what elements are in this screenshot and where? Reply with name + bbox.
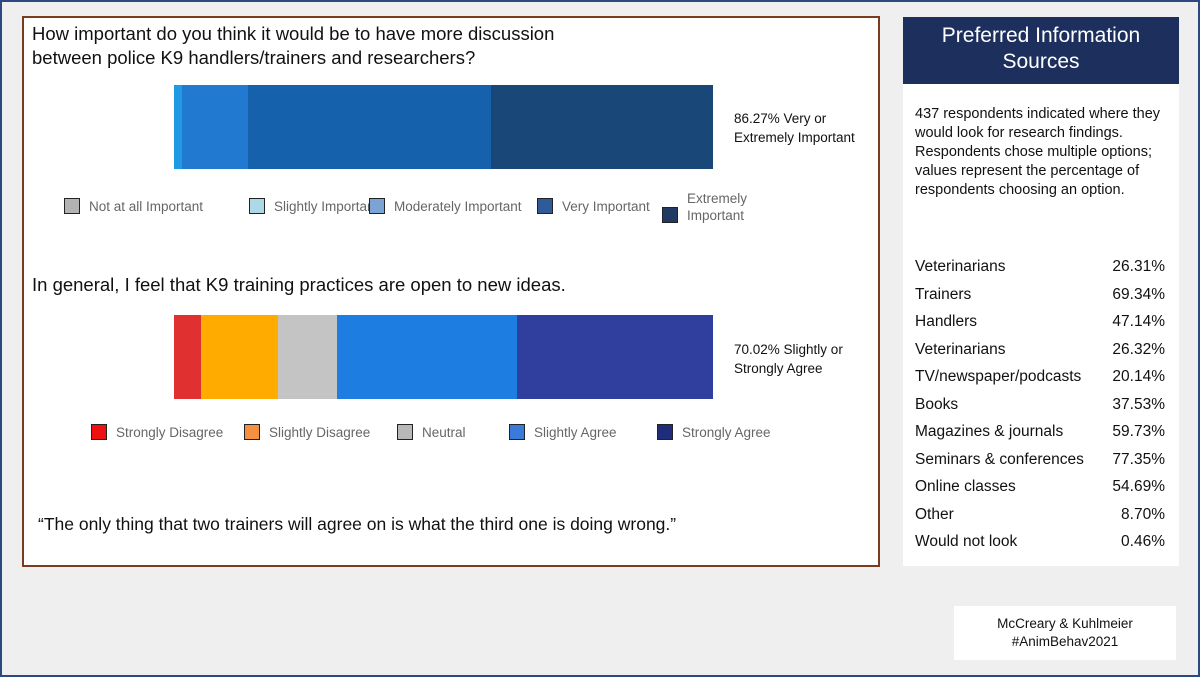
q2-title: In general, I feel that K9 training prac… xyxy=(32,274,566,295)
source-row: Veterinarians 26.31% xyxy=(915,258,1165,276)
quote-text: “The only thing that two trainers will a… xyxy=(38,514,677,534)
legend-label: Moderately Important xyxy=(394,198,522,214)
legend-strongly-agree: Strongly Agree xyxy=(657,424,771,440)
survey-card: How important do you think it would be t… xyxy=(22,16,880,567)
panel-description: 437 respondents indicated where they wou… xyxy=(915,106,1161,198)
bar-segment-slightly-important xyxy=(174,85,183,169)
source-value: 20.14% xyxy=(1112,368,1165,385)
swatch xyxy=(64,198,80,214)
q2-note-line2: Strongly Agree xyxy=(734,361,823,376)
source-label: Trainers xyxy=(915,285,972,303)
swatch xyxy=(91,424,107,440)
source-label: Seminars & conferences xyxy=(915,450,1084,468)
source-row: Handlers 47.14% xyxy=(915,313,1165,331)
legend-label: Extremely Important xyxy=(687,190,747,224)
legend-very-important: Very Important xyxy=(537,198,650,214)
bar-segment-extremely-important xyxy=(491,85,713,169)
legend-strongly-disagree: Strongly Disagree xyxy=(91,424,223,440)
source-value: 77.35% xyxy=(1112,450,1165,468)
swatch xyxy=(662,207,678,223)
legend-label: Slightly Disagree xyxy=(269,424,371,440)
q1-stacked-bar xyxy=(174,85,713,169)
source-row: TV/newspaper/podcasts 20.14% xyxy=(915,368,1165,386)
swatch xyxy=(369,198,385,214)
bar-segment-moderately-important xyxy=(182,85,248,169)
source-row: Online classes 54.69% xyxy=(915,478,1165,496)
source-value: 37.53% xyxy=(1112,395,1165,413)
legend-label: Neutral xyxy=(422,424,466,440)
swatch xyxy=(397,424,413,440)
bar-segment-slightly-disagree xyxy=(200,315,278,399)
source-label: Magazines & journals xyxy=(915,423,1064,440)
q1-title: How important do you think it would be t… xyxy=(32,22,554,70)
source-value: 8.70% xyxy=(1121,505,1165,523)
legend-label: Slightly Agree xyxy=(534,424,617,440)
source-row: Veterinarians 26.32% xyxy=(915,341,1165,359)
panel-title: Preferred Information Sources xyxy=(903,17,1179,84)
legend-extremely-important: Extremely Important xyxy=(662,191,747,232)
source-value: 26.31% xyxy=(1112,258,1165,275)
source-label: TV/newspaper/podcasts xyxy=(915,368,1082,385)
source-label: Other xyxy=(915,505,954,523)
source-row: Other 8.70% xyxy=(915,506,1165,524)
source-label: Veterinarians xyxy=(915,340,1006,358)
legend-label: Strongly Agree xyxy=(682,424,771,440)
q2-annotation: 70.02% Slightly or Strongly Agree xyxy=(734,340,843,378)
source-value: 59.73% xyxy=(1112,423,1165,440)
panel-title-line1: Preferred Information xyxy=(941,24,1141,47)
source-value: 47.14% xyxy=(1112,313,1165,330)
legend-label: Slightly Important xyxy=(274,198,379,214)
swatch xyxy=(657,424,673,440)
source-row: Trainers 69.34% xyxy=(915,286,1165,304)
q1-note-line1: 86.27% Very or xyxy=(734,111,827,126)
legend-label-line1: Extremely xyxy=(687,191,748,206)
legend-slightly-agree: Slightly Agree xyxy=(509,424,617,440)
q2-stacked-bar xyxy=(174,315,713,399)
source-row: Magazines & journals 59.73% xyxy=(915,423,1165,441)
panel-title-line2: Sources xyxy=(1002,50,1080,73)
legend-label: Not at all Important xyxy=(89,198,204,214)
legend-slightly-important: Slightly Important xyxy=(249,198,378,214)
source-value: 26.32% xyxy=(1112,340,1165,358)
source-row: Books 37.53% xyxy=(915,396,1165,414)
source-value: 54.69% xyxy=(1112,478,1165,495)
bar-segment-very-important xyxy=(247,85,492,169)
legend-label: Very Important xyxy=(562,198,650,214)
source-value: 0.46% xyxy=(1121,533,1165,550)
legend-slightly-disagree: Slightly Disagree xyxy=(244,424,370,440)
credit-box: McCreary & Kuhlmeier #AnimBehav2021 xyxy=(954,606,1176,660)
source-row: Would not look 0.46% xyxy=(915,533,1165,551)
source-label: Online classes xyxy=(915,478,1016,495)
bar-segment-slightly-agree xyxy=(336,315,518,399)
source-label: Books xyxy=(915,395,959,413)
q1-note-line2: Extremely Important xyxy=(734,130,855,145)
swatch xyxy=(537,198,553,214)
bar-segment-strongly-disagree xyxy=(174,315,201,399)
q1-title-line2: between police K9 handlers/trainers and … xyxy=(32,47,476,68)
info-sources-panel: Preferred Information Sources 437 respon… xyxy=(903,17,1179,566)
legend-label: Strongly Disagree xyxy=(116,424,224,440)
source-label: Handlers xyxy=(915,313,978,330)
source-label: Would not look xyxy=(915,533,1018,550)
q1-annotation: 86.27% Very or Extremely Important xyxy=(734,109,855,147)
swatch xyxy=(249,198,265,214)
legend-neutral: Neutral xyxy=(397,424,466,440)
bar-segment-strongly-agree xyxy=(517,315,713,399)
legend-not-at-all-important: Not at all Important xyxy=(64,198,203,214)
source-row: Seminars & conferences 77.35% xyxy=(915,451,1165,469)
bar-segment-neutral xyxy=(278,315,337,399)
legend-moderately-important: Moderately Important xyxy=(369,198,522,214)
source-label: Veterinarians xyxy=(915,258,1006,275)
q2-note-line1: 70.02% Slightly or xyxy=(734,342,843,357)
swatch xyxy=(509,424,525,440)
legend-label-line2: Important xyxy=(687,208,745,223)
q1-title-line1: How important do you think it would be t… xyxy=(32,23,555,44)
swatch xyxy=(244,424,260,440)
credit-hashtag: #AnimBehav2021 xyxy=(1011,634,1119,649)
credit-authors: McCreary & Kuhlmeier xyxy=(997,616,1133,631)
source-value: 69.34% xyxy=(1112,285,1165,303)
